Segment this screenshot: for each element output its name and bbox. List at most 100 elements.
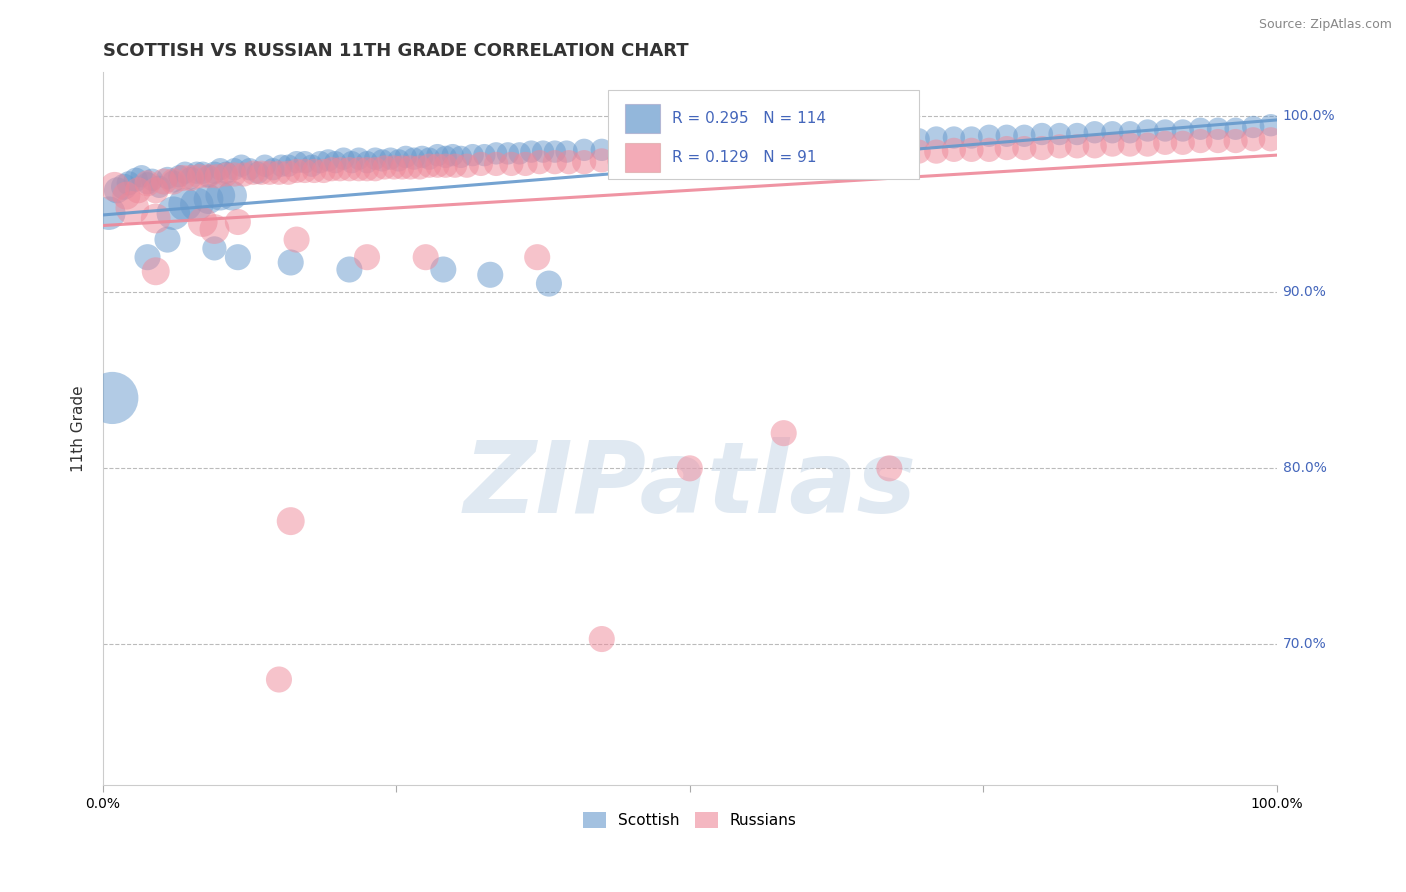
Point — [434, 159, 457, 173]
Point — [609, 153, 631, 168]
Point — [1101, 137, 1123, 152]
Point — [879, 461, 901, 475]
Point — [339, 262, 361, 277]
Point — [285, 155, 308, 169]
Point — [1014, 128, 1036, 143]
Point — [531, 145, 554, 159]
Text: SCOTTISH VS RUSSIAN 11TH GRADE CORRELATION CHART: SCOTTISH VS RUSSIAN 11TH GRADE CORRELATI… — [103, 42, 689, 60]
Point — [356, 162, 378, 177]
Point — [1154, 123, 1177, 137]
Point — [231, 159, 253, 173]
Point — [294, 164, 316, 178]
Point — [280, 514, 302, 528]
Y-axis label: 11th Grade: 11th Grade — [72, 385, 86, 472]
Point — [209, 188, 232, 202]
Point — [323, 155, 346, 169]
Point — [890, 145, 912, 159]
Point — [253, 159, 276, 173]
Point — [215, 166, 238, 180]
Point — [942, 130, 965, 145]
Point — [1049, 139, 1071, 153]
Point — [339, 162, 361, 177]
Point — [277, 159, 299, 173]
Text: 100.0%: 100.0% — [1282, 110, 1336, 123]
Point — [1225, 134, 1247, 148]
Point — [679, 152, 702, 166]
Point — [280, 255, 302, 269]
Point — [156, 233, 179, 247]
Point — [105, 183, 128, 197]
Point — [242, 166, 264, 180]
Point — [112, 179, 135, 194]
Point — [380, 152, 402, 166]
Point — [1136, 137, 1159, 152]
Point — [153, 175, 176, 189]
Point — [1241, 120, 1264, 134]
Point — [441, 148, 464, 162]
Point — [172, 171, 194, 186]
Point — [226, 250, 249, 264]
Point — [837, 134, 859, 148]
Point — [925, 130, 948, 145]
Point — [267, 166, 290, 180]
Point — [1084, 139, 1107, 153]
Point — [1014, 141, 1036, 155]
Point — [1171, 123, 1194, 137]
Point — [174, 197, 197, 211]
Point — [118, 176, 141, 190]
Point — [872, 146, 894, 161]
Text: 80.0%: 80.0% — [1282, 461, 1326, 475]
Point — [347, 152, 370, 166]
Point — [529, 155, 551, 169]
Point — [995, 128, 1018, 143]
Point — [520, 145, 543, 159]
Point — [382, 161, 405, 175]
Point — [332, 152, 354, 166]
Point — [224, 168, 246, 182]
Point — [1049, 127, 1071, 141]
Point — [1171, 136, 1194, 150]
Point — [426, 148, 449, 162]
Point — [572, 155, 595, 169]
Point — [801, 148, 824, 162]
Point — [714, 150, 737, 164]
Point — [285, 233, 308, 247]
Point — [309, 155, 332, 169]
Point — [544, 155, 567, 169]
Point — [411, 150, 433, 164]
Point — [526, 250, 548, 264]
Point — [402, 152, 425, 166]
Text: 70.0%: 70.0% — [1282, 637, 1326, 651]
Point — [872, 132, 894, 146]
Point — [785, 136, 807, 150]
FancyBboxPatch shape — [626, 144, 661, 172]
Point — [180, 171, 202, 186]
Point — [191, 215, 214, 229]
Point — [450, 150, 472, 164]
Point — [209, 162, 232, 177]
Point — [661, 141, 683, 155]
Point — [374, 161, 396, 175]
Point — [555, 145, 578, 159]
Point — [186, 197, 208, 211]
Point — [399, 161, 422, 175]
Point — [434, 150, 457, 164]
Point — [162, 175, 184, 189]
Point — [1119, 137, 1142, 152]
Point — [316, 153, 339, 168]
Point — [907, 145, 929, 159]
Point — [766, 150, 789, 164]
Point — [415, 250, 437, 264]
Point — [749, 150, 772, 164]
Point — [1206, 134, 1229, 148]
Point — [136, 176, 159, 190]
Point — [221, 188, 243, 202]
Point — [1066, 139, 1088, 153]
Point — [679, 139, 702, 153]
Point — [501, 157, 523, 171]
Point — [356, 155, 378, 169]
Point — [591, 143, 613, 157]
Point — [215, 168, 238, 182]
Point — [270, 159, 292, 173]
Point — [714, 137, 737, 152]
